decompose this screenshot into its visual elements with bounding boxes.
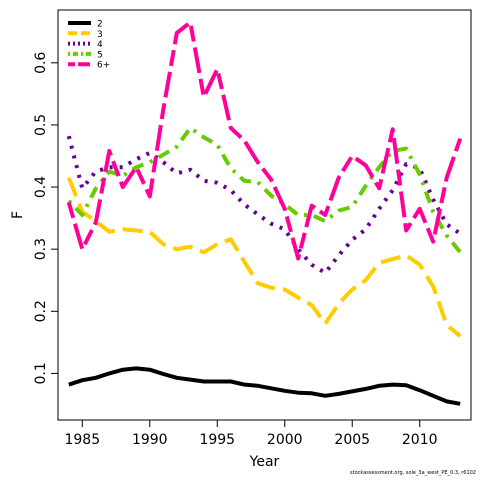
legend-label: 6+: [97, 61, 110, 71]
legend-label: 3: [97, 30, 103, 40]
legend-label: 2: [97, 20, 103, 30]
x-tick-label: 1985: [64, 432, 100, 448]
x-tick-label: 2000: [267, 432, 303, 448]
footer-credit: stockassessment.org, sole_3a_west_PE_0.3…: [350, 470, 476, 476]
x-tick-label: 2005: [334, 432, 370, 448]
plot-frame: [57, 9, 472, 421]
series-line-4: [66, 135, 462, 275]
plot-lines: [66, 20, 463, 406]
y-tick-label: 0.5: [33, 114, 49, 136]
legend-label: 5: [97, 50, 103, 60]
series-line-5: [67, 126, 462, 254]
y-tick-label: 0.1: [33, 362, 49, 384]
y-axis: 0.1 0.2 0.3 0.4 0.5 0.6: [33, 52, 59, 385]
series-line-2: [68, 366, 461, 406]
x-axis: 1985 1990 1995 2000 2005 2010: [64, 419, 438, 448]
y-tick-label: 0.2: [33, 300, 49, 322]
y-tick-label: 0.6: [33, 52, 49, 74]
x-tick-label: 2010: [402, 432, 438, 448]
x-tick-label: 1990: [132, 432, 168, 448]
x-tick-label: 1995: [199, 432, 235, 448]
y-tick-label: 0.3: [33, 238, 49, 260]
x-axis-title: Year: [249, 454, 280, 470]
legend-label: 4: [97, 40, 103, 50]
y-tick-label: 0.4: [33, 176, 49, 198]
series-line-3: [66, 176, 462, 338]
series-line-6plus: [66, 20, 463, 261]
y-axis-title: F: [10, 211, 26, 219]
